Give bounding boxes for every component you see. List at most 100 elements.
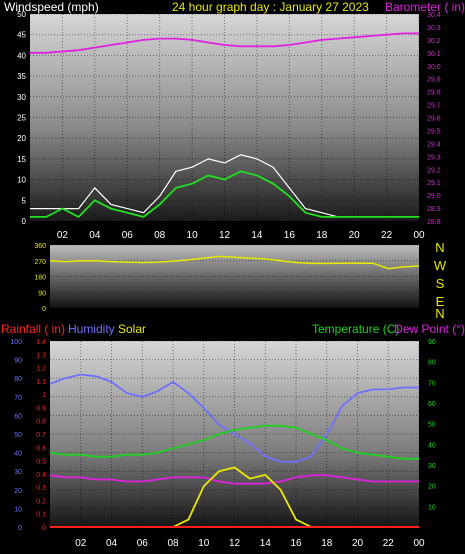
temperature-y-tick-label: 60 <box>428 401 436 408</box>
compass-n-bottom: N <box>435 306 444 321</box>
temperature-y-tick-label: 50 <box>428 422 436 429</box>
barometer-y-tick-label: 29.2 <box>427 167 441 174</box>
climate-x-tick-label: 12 <box>229 538 241 549</box>
barometer-y-tick-label: 28.9 <box>427 206 441 213</box>
direction-series <box>49 255 420 270</box>
rainfall-y-tick-label: 0.2 <box>36 498 46 505</box>
wind-gridlines <box>30 13 420 222</box>
wind-y-tick-label: 45 <box>17 31 26 40</box>
humidity-y-tick-label: 80 <box>14 376 22 383</box>
climate-x-tick-label: 10 <box>198 538 210 549</box>
wind-y-tick-label: 15 <box>17 155 26 164</box>
barometer-y-tick-label: 29.1 <box>427 180 441 187</box>
barometer-y-tick-label: 30.1 <box>427 51 441 58</box>
rainfall-y-tick-label: 1.1 <box>36 379 46 386</box>
wind-x-tick-label: 18 <box>316 230 328 241</box>
wind-x-tick-label: 22 <box>381 230 393 241</box>
wind-y-tick-label: 5 <box>22 196 27 205</box>
temperature-line <box>49 424 419 460</box>
barometer-y-tick-label: 29.0 <box>427 193 441 200</box>
rainfall-y-tick-label: 0.6 <box>36 445 46 452</box>
barometer-y-tick-label: 29.6 <box>427 116 441 123</box>
temperature-y-tick-label: 10 <box>428 504 436 511</box>
wind-y-tick-label: 30 <box>17 93 26 102</box>
temperature-y-tick-label: 90 <box>428 339 436 346</box>
wind-y-tick-label: 40 <box>17 51 26 60</box>
dewpoint-label: Dew Point (°) <box>394 322 465 336</box>
rainfall-y-tick-label: 0.5 <box>36 459 46 466</box>
date-title: 24 hour graph day : January 27 2023 <box>172 0 369 14</box>
rainfall-y-tick-label: 1 <box>42 392 46 399</box>
climate-x-tick-label: 14 <box>260 538 272 549</box>
wind-x-tick-label: 08 <box>154 230 166 241</box>
rainfall-y-tick-label: 0.8 <box>36 419 46 426</box>
compass-s: S <box>436 276 445 291</box>
humidity-y-tick-label: 20 <box>14 488 22 495</box>
barometer-y-tick-label: 29.9 <box>427 77 441 84</box>
direction-panel-bg <box>50 245 419 308</box>
barometer-y-tick-label: 28.8 <box>427 219 441 226</box>
temperature-y-tick-label: 40 <box>428 442 436 449</box>
barometer-y-tick-label: 29.7 <box>427 103 441 110</box>
barometer-line <box>30 32 419 54</box>
humidity-y-tick-label: 60 <box>14 413 22 420</box>
barometer-y-tick-label: 29.3 <box>427 154 441 161</box>
wind-y-tick-label: 10 <box>17 176 26 185</box>
rainfall-y-tick-label: 0.9 <box>36 405 46 412</box>
rainfall-y-tick-label: 0.1 <box>36 512 46 519</box>
temperature-y-tick-label: 80 <box>428 360 436 367</box>
compass-w: W <box>434 258 447 273</box>
temperature-y-tick-label: 30 <box>428 463 436 470</box>
climate-x-tick-label: 08 <box>167 538 179 549</box>
barometer-y-tick-label: 30.4 <box>427 12 441 19</box>
wind-y-tick-label: 35 <box>17 72 26 81</box>
climate-x-tick-label: 18 <box>321 538 333 549</box>
direction-y-tick-label: 360 <box>34 243 46 250</box>
wind-y-tick-label: 50 <box>17 10 26 19</box>
humidity-y-tick-label: 90 <box>14 358 22 365</box>
direction-line <box>49 255 420 270</box>
climate-x-tick-label: 22 <box>383 538 395 549</box>
rainfall-y-tick-label: 1.2 <box>36 366 46 373</box>
barometer-y-tick-label: 30.2 <box>427 38 441 45</box>
wind-x-tick-label: 12 <box>219 230 231 241</box>
wind-x-tick-label: 20 <box>349 230 361 241</box>
barometer-y-tick-label: 30.3 <box>427 25 441 32</box>
rainfall-y-tick-label: 0.3 <box>36 485 46 492</box>
windspeed-label: Windspeed (mph) <box>4 0 99 14</box>
rainfall-y-tick-label: 1.3 <box>36 352 46 359</box>
humidity-y-tick-label: 30 <box>14 469 22 476</box>
barometer-label: Barometer ( in) <box>385 0 465 14</box>
axis-tick-labels: 0510152025303540455028.828.929.029.129.2… <box>10 10 440 549</box>
climate-x-tick-label: 02 <box>75 538 87 549</box>
wind-x-tick-label: 00 <box>413 230 425 241</box>
rainfall-y-tick-label: 1.4 <box>36 339 46 346</box>
dewpoint-line <box>49 474 419 485</box>
climate-x-tick-label: 16 <box>290 538 302 549</box>
climate-series <box>49 373 419 528</box>
solar-label: Solar <box>118 322 146 336</box>
direction-y-tick-label: 90 <box>38 290 46 297</box>
humidity-line <box>49 373 419 463</box>
barometer-y-tick-label: 29.5 <box>427 128 441 135</box>
wind-x-tick-label: 10 <box>187 230 199 241</box>
wind-x-tick-label: 16 <box>284 230 296 241</box>
climate-x-tick-label: 04 <box>106 538 118 549</box>
wind-y-tick-label: 25 <box>17 114 26 123</box>
wind-x-tick-label: 02 <box>57 230 69 241</box>
temperature-y-tick-label: 70 <box>428 380 436 387</box>
wind-y-tick-label: 20 <box>17 134 26 143</box>
humidity-y-tick-label: 70 <box>14 395 22 402</box>
humidity-y-tick-label: 50 <box>14 432 22 439</box>
direction-y-tick-label: 270 <box>34 259 46 266</box>
rainfall-y-tick-label: 0.4 <box>36 472 46 479</box>
direction-y-tick-label: 0 <box>42 306 46 313</box>
temperature-y-tick-label: 20 <box>428 484 436 491</box>
rainfall-y-tick-label: 0 <box>42 525 46 532</box>
climate-x-tick-label: 00 <box>413 538 425 549</box>
wind-x-tick-label: 06 <box>122 230 134 241</box>
direction-y-tick-label: 180 <box>34 275 46 282</box>
humidity-y-tick-label: 10 <box>14 506 22 513</box>
humidity-y-tick-label: 40 <box>14 451 22 458</box>
